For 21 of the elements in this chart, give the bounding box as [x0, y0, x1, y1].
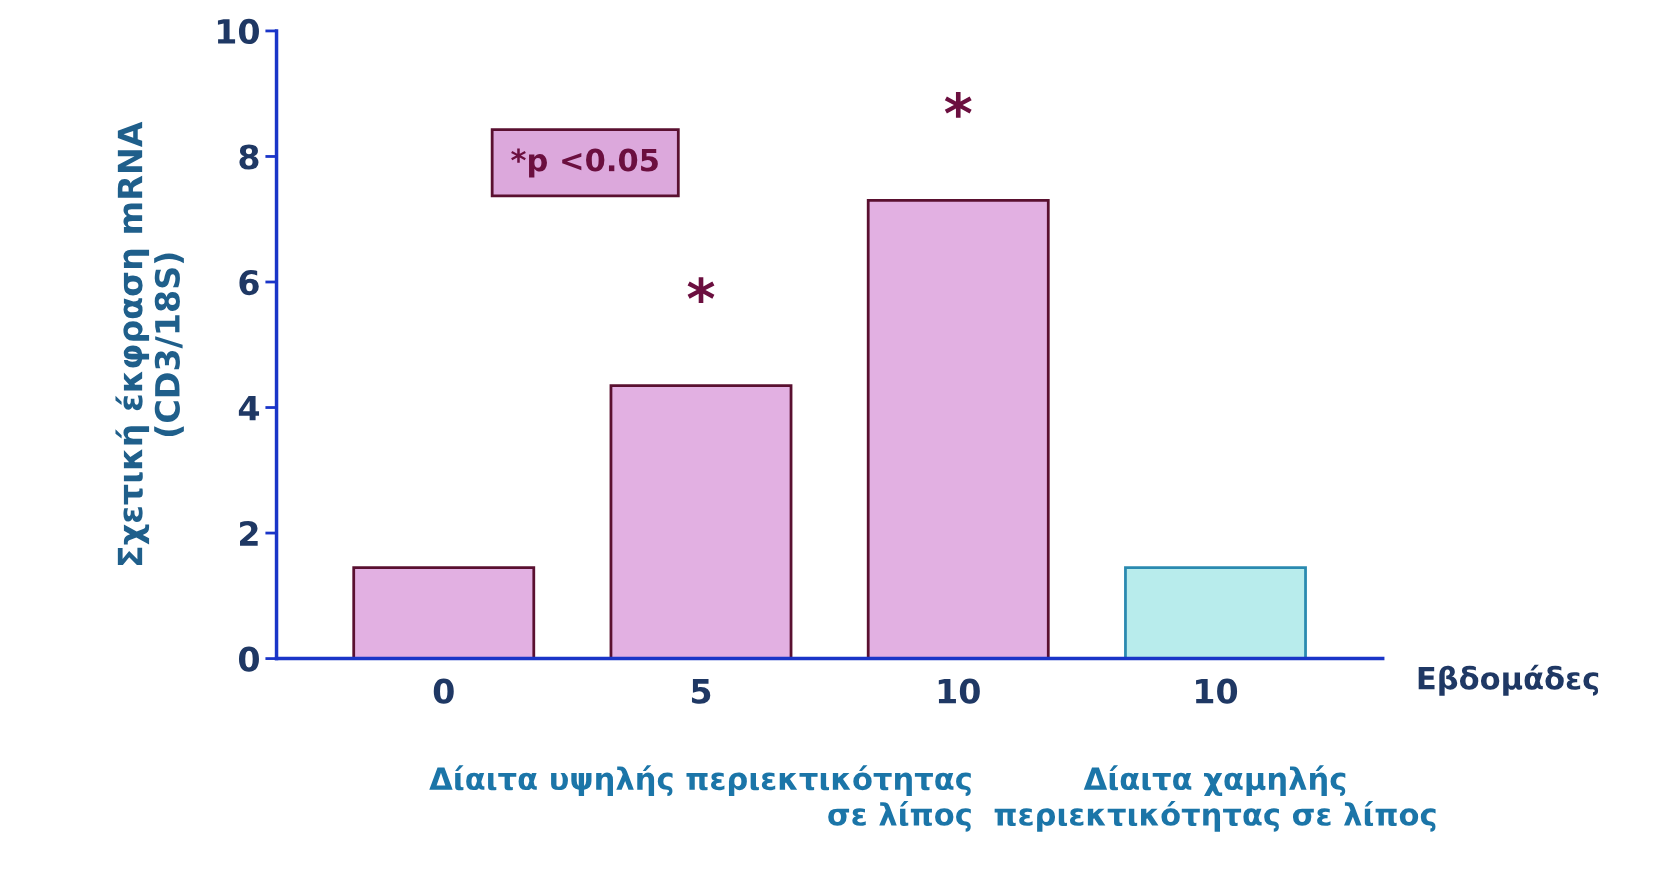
y-tick-label: 2 [240, 520, 258, 546]
annotation: *p <0.05 [511, 148, 658, 178]
bar [866, 199, 1050, 659]
data-label: * [687, 277, 715, 304]
bar [352, 566, 536, 659]
x-tick-label: 5 [691, 679, 711, 704]
y-tick-label: 10 [217, 18, 259, 45]
x-axis-title: Εβδομάδες [1418, 664, 1599, 696]
y-tick-label: 0 [238, 646, 259, 672]
text: Δίαιτα υψηλής περιεκτικότητας σε λίπος [429, 765, 971, 832]
y-tick-label: 6 [239, 269, 259, 296]
y-tick-label: 8 [239, 144, 259, 170]
text: Δίαιτα χαμηλής περιεκτικότητας σε λίπος [994, 765, 1436, 832]
x-tick-label: 10 [1196, 678, 1238, 704]
y-tick-label: 4 [238, 395, 260, 421]
y-axis-title: Σχετική έκφραση mRNA (CD3/18S) [115, 121, 184, 565]
data-label: * [944, 92, 972, 118]
bar [609, 384, 793, 659]
x-tick-label: 10 [938, 678, 980, 704]
bar [1124, 566, 1307, 659]
x-tick-label: 0 [433, 678, 454, 704]
